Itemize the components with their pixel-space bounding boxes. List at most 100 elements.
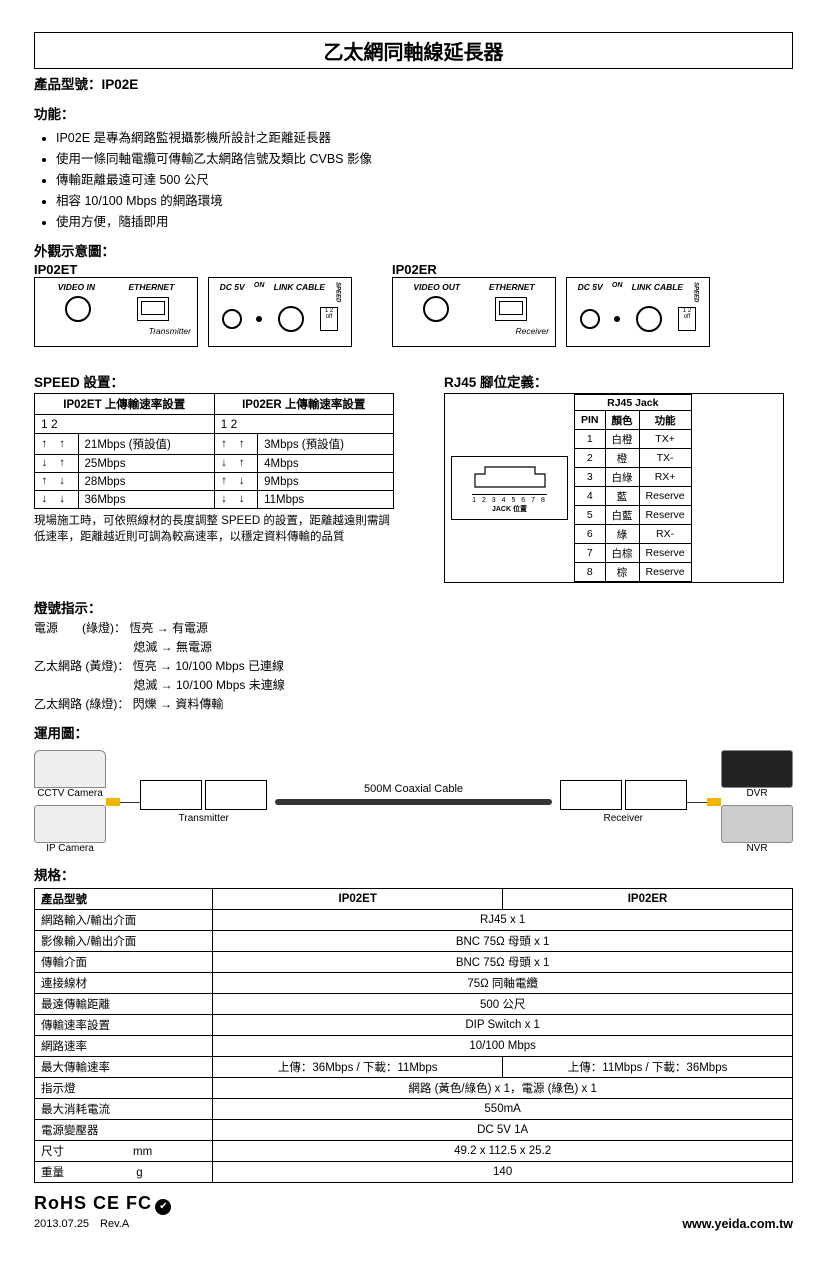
speed-heading: SPEED 設置： [34, 371, 394, 391]
features-heading: 功能： [34, 103, 793, 123]
feature-item: 使用一條同軸電纜可傳輸乙太網路信號及類比 CVBS 影像 [56, 148, 793, 167]
rj45-cell: TX- [639, 449, 691, 468]
spec-key: 傳輸介面 [35, 952, 213, 973]
rj45-table: RJ45 Jack PIN顏色功能1白橙TX+2橙TX-3白綠RX+4藍Rese… [574, 394, 692, 582]
rx-device-icon [625, 780, 687, 810]
spec-value: BNC 75Ω 母頭 x 1 [213, 931, 793, 952]
spec-key: 電源變壓器 [35, 1120, 213, 1141]
cable-connector-icon [707, 798, 721, 806]
on-label: ON [612, 282, 623, 302]
spec-value: 140 [213, 1162, 793, 1183]
appearance-heading: 外觀示意圖： [34, 240, 793, 260]
rj45-cell: 5 [575, 506, 606, 525]
spec-head1: 產品型號 [35, 889, 213, 910]
speed-cell: 9Mbps [258, 473, 394, 491]
spec-key: 影像輸入/輸出介面 [35, 931, 213, 952]
bnc-port-icon [423, 296, 449, 322]
led-line: 熄滅 → 無電源 [34, 638, 793, 655]
led-heading: 燈號指示： [34, 597, 793, 617]
spec-value: 上傳：11Mbps / 下載：36Mbps [503, 1057, 793, 1078]
rj45-cell: 綠 [605, 525, 639, 544]
rx-name: IP02ER [392, 262, 710, 277]
feature-item: 使用方便，隨插即用 [56, 211, 793, 230]
tx-device-icon [205, 780, 267, 810]
cable-connector-icon [106, 798, 120, 806]
rx-device-icon [560, 780, 622, 810]
rj45-cell: 藍 [605, 487, 639, 506]
spec-key: 最大消耗電流 [35, 1099, 213, 1120]
speed-h2: IP02ER 上傳輸速率設置 [214, 394, 393, 415]
rj45-header: PIN [575, 411, 606, 430]
cable-label: 500M Coaxial Cable [364, 783, 463, 795]
rj45-cell: TX+ [639, 430, 691, 449]
rj45-heading: RJ45 腳位定義： [444, 371, 784, 391]
spec-value: 550mA [213, 1099, 793, 1120]
on-led-icon [256, 316, 262, 322]
rj45-header: 功能 [639, 411, 691, 430]
cctv-label: CCTV Camera [34, 788, 106, 799]
on-led-icon [614, 316, 620, 322]
speed-cell: ↓ ↓ [35, 491, 79, 509]
dip-header: 1 2 [35, 415, 215, 434]
led-line: 電源 (綠燈)： 恆亮 → 有電源 [34, 619, 793, 636]
spec-value: BNC 75Ω 母頭 x 1 [213, 952, 793, 973]
spec-head2: IP02ET [213, 889, 503, 910]
nvr-label: NVR [721, 843, 793, 854]
spec-key: 指示燈 [35, 1078, 213, 1099]
spec-heading: 規格： [34, 864, 793, 884]
rj45-jack-label: JACK 位置 [492, 504, 527, 514]
dvr-label: DVR [721, 788, 793, 799]
dip-switch-icon: 1 2 off [678, 307, 696, 331]
ip-camera-icon [34, 805, 106, 843]
dvr-icon [721, 750, 793, 788]
led-line: 乙太網路 (綠燈)： 閃爍 → 資料傳輸 [34, 695, 793, 712]
rj45-cell: 6 [575, 525, 606, 544]
rj45-port-icon [495, 297, 527, 321]
speed-cell: ↑ ↑ [35, 434, 79, 455]
speed-h1: IP02ET 上傳輸速率設置 [35, 394, 215, 415]
rj45-cell: Reserve [639, 563, 691, 582]
tx-label: Transmitter [140, 813, 267, 824]
rj45-cell: 1 [575, 430, 606, 449]
spec-key: 最遠傳輸距離 [35, 994, 213, 1015]
rj45-cell: 白綠 [605, 468, 639, 487]
dc-label: DC 5V [578, 282, 603, 302]
rj45-cell: 棕 [605, 563, 639, 582]
dip-header: 1 2 [214, 415, 393, 434]
speed-cell: ↓ ↑ [35, 455, 79, 473]
speed-cell: 25Mbps [78, 455, 214, 473]
link-port-icon [278, 306, 304, 332]
spec-value: 75Ω 同軸電纜 [213, 973, 793, 994]
video-out-label: VIDEO OUT [413, 282, 460, 292]
model-number: 產品型號：IP02E [34, 73, 793, 93]
spec-key: 重量 g [35, 1162, 213, 1183]
rj45-cell: 白藍 [605, 506, 639, 525]
rj45-cell: RX+ [639, 468, 691, 487]
rj45-cell: Reserve [639, 487, 691, 506]
spec-value: DIP Switch x 1 [213, 1015, 793, 1036]
spec-value: 上傳：36Mbps / 下載：11Mbps [213, 1057, 503, 1078]
speed-cell: ↓ ↑ [214, 455, 258, 473]
spec-key: 網路速率 [35, 1036, 213, 1057]
dip-switch-icon: 1 2 off [320, 307, 338, 331]
rx-label: Receiver [560, 813, 687, 824]
spec-table: 產品型號 IP02ET IP02ER 網路輸入/輸出介面RJ45 x 1影像輸入… [34, 888, 793, 1183]
speed-cell: 4Mbps [258, 455, 394, 473]
ethernet-label: ETHERNET [128, 282, 174, 292]
spec-value: DC 5V 1A [213, 1120, 793, 1141]
speed-cell: ↑ ↑ [214, 434, 258, 455]
speed-cell: 36Mbps [78, 491, 214, 509]
cctv-camera-icon [34, 750, 106, 788]
speed-label: SPEED [692, 282, 698, 302]
rj45-port-icon [137, 297, 169, 321]
nvr-icon [721, 805, 793, 843]
spec-value: 500 公尺 [213, 994, 793, 1015]
app-heading: 運用圖： [34, 722, 793, 742]
led-line: 熄滅 → 10/100 Mbps 未連線 [34, 676, 793, 693]
rj45-cell: Reserve [639, 544, 691, 563]
on-label: ON [254, 282, 265, 302]
spec-head3: IP02ER [503, 889, 793, 910]
feature-item: 相容 10/100 Mbps 的網路環境 [56, 190, 793, 209]
rj45-cell: 8 [575, 563, 606, 582]
bnc-port-icon [65, 296, 91, 322]
